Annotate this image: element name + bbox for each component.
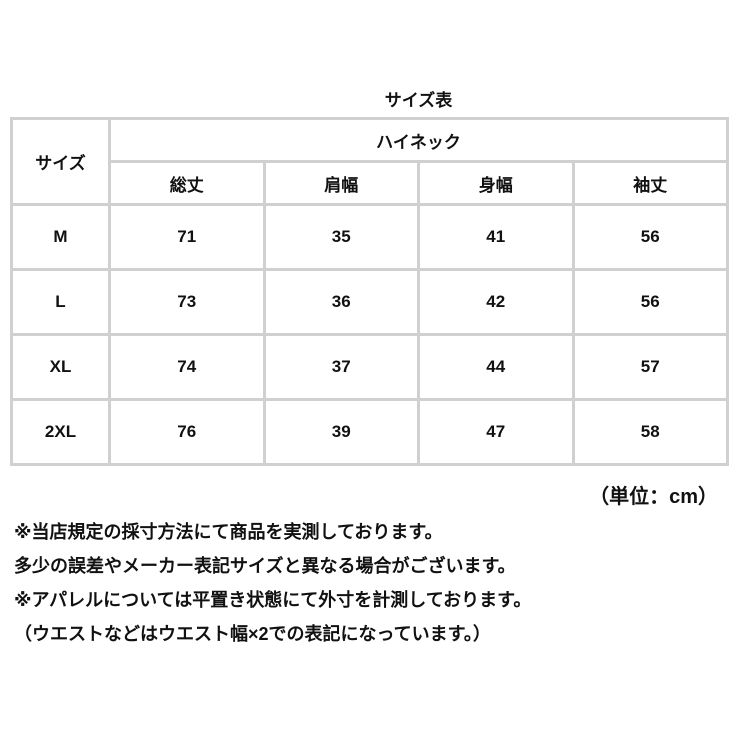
table-cell: 44 [417,333,575,401]
page-title: サイズ表 [384,91,453,110]
size-table: サイズ ハイネック 総丈 肩幅 身幅 袖丈 M 71 35 41 56 L 73… [10,117,729,466]
notes: ※当店規定の採寸方法にて商品を実測しております。 多少の誤差やメーカー表記サイズ… [14,515,531,651]
table-cell: 74 [108,333,266,401]
table-cell: 37 [262,333,420,401]
table-cell: 73 [108,268,266,336]
size-label: M [10,203,111,271]
table-row: M 71 35 41 56 [10,203,729,271]
column-header: 袖丈 [571,160,729,206]
unit-label: （単位：cm） [589,486,718,508]
table-cell: 42 [417,268,575,336]
column-header: 総丈 [108,160,266,206]
table-cell: 57 [571,333,729,401]
column-header: 肩幅 [262,160,420,206]
note-line: ※当店規定の採寸方法にて商品を実測しております。 [14,522,443,542]
size-label: L [10,268,111,336]
table-cell: 36 [262,268,420,336]
table-cell: 56 [571,268,729,336]
table-cell: 76 [108,398,266,466]
table-row: L 73 36 42 56 [10,268,729,336]
table-cell: 58 [571,398,729,466]
note-line: （ウエストなどはウエスト幅×2での表記になっています。） [14,624,491,644]
table-cell: 35 [262,203,420,271]
table-cell: 71 [108,203,266,271]
size-label: XL [10,333,111,401]
group-header: ハイネック [108,117,729,163]
column-header: 身幅 [417,160,575,206]
note-line: ※アパレルについては平置き状態にて外寸を計測しております。 [14,590,532,610]
note-line: 多少の誤差やメーカー表記サイズと異なる場合がございます。 [14,556,516,576]
table-cell: 41 [417,203,575,271]
table-cell: 47 [417,398,575,466]
table-cell: 39 [262,398,420,466]
size-label: 2XL [10,398,111,466]
table-cell: 56 [571,203,729,271]
table-row: 2XL 76 39 47 58 [10,398,729,466]
size-header: サイズ [10,117,111,206]
table-row: XL 74 37 44 57 [10,333,729,401]
